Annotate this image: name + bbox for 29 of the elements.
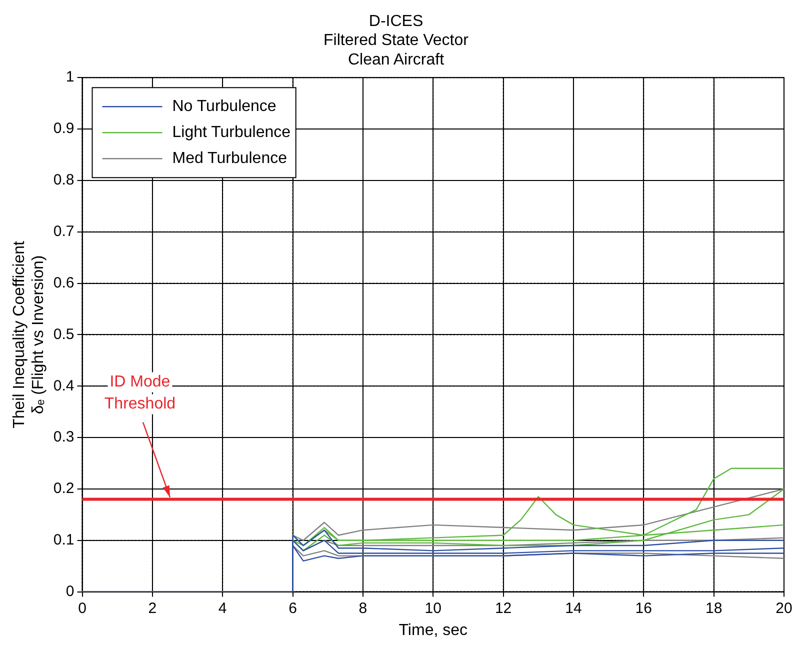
x-tick-label: 20 bbox=[776, 600, 792, 617]
y-tick-label: 0.2 bbox=[53, 480, 74, 498]
y-tick-label: 1 bbox=[66, 68, 74, 86]
y-tick-label: 0.4 bbox=[53, 377, 74, 394]
legend-label: No Turbulence bbox=[172, 98, 276, 116]
x-tick-label: 2 bbox=[148, 600, 157, 617]
y-tick-label: 0.8 bbox=[53, 172, 74, 189]
annotation: ID Mode Threshold bbox=[104, 374, 176, 413]
legend-label: Light Turbulence bbox=[172, 124, 291, 142]
x-axis-title: Time, sec bbox=[398, 622, 468, 639]
x-tick-label: 10 bbox=[424, 600, 442, 617]
y-tick-label: 0.7 bbox=[53, 223, 74, 240]
legend-label: Med Turbulence bbox=[172, 150, 288, 168]
x-tick-label: 0 bbox=[78, 600, 86, 617]
x-tick-label: 4 bbox=[218, 600, 227, 617]
y-tick-label: 0.1 bbox=[53, 532, 74, 549]
x-tick-label: 16 bbox=[635, 600, 652, 617]
y-tick-label: 0 bbox=[66, 582, 74, 600]
x-tick-label: 6 bbox=[288, 600, 297, 617]
y-tick-label: 0.6 bbox=[53, 274, 74, 292]
x-tick-label: 8 bbox=[358, 600, 368, 617]
chart-title: D-ICES Filtered State Vector Clean Aircraft bbox=[324, 13, 470, 68]
y-tick-label: 0.9 bbox=[53, 120, 74, 138]
y-tick-label: 0.3 bbox=[53, 428, 74, 446]
y-axis-title: Theil Inequality Coefficient δₑ (Flight vs Inversion) bbox=[11, 240, 48, 428]
x-tick-label: 18 bbox=[705, 600, 722, 617]
y-tick-label: 0.5 bbox=[53, 326, 74, 343]
x-tick-label: 12 bbox=[494, 600, 512, 617]
x-tick-label: 14 bbox=[565, 600, 582, 617]
